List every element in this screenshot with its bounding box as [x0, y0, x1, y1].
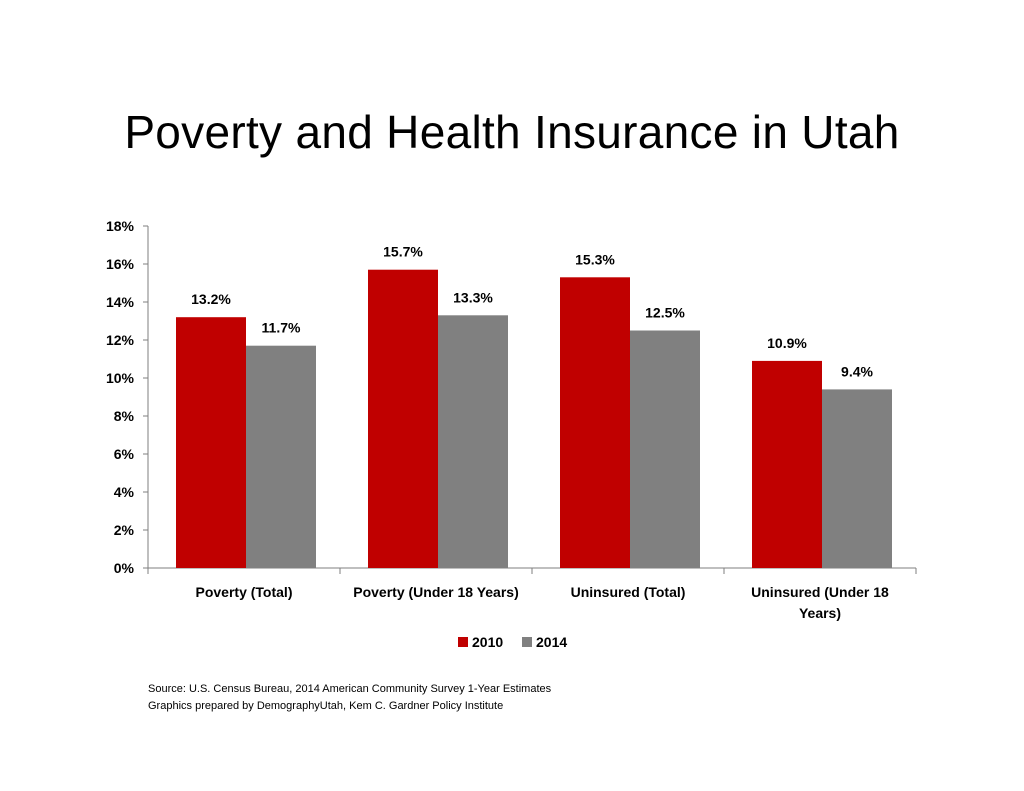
x-category-label: Uninsured (Under 18 Years): [751, 584, 889, 621]
x-category-label-line: Years): [799, 605, 841, 621]
axes: 0% 2% 4% 6% 8% 10% 12% 14% 16% 18%: [106, 218, 917, 576]
legend-swatch-2010: [458, 637, 468, 647]
data-label: 13.3%: [453, 289, 493, 305]
x-category-label-line: Uninsured (Total): [571, 584, 686, 600]
data-label: 10.9%: [767, 335, 807, 351]
y-tick-label: 6%: [114, 446, 135, 462]
x-category-label-line: Poverty (Total): [196, 584, 293, 600]
y-tick-label: 16%: [106, 256, 135, 272]
data-label: 12.5%: [645, 305, 685, 321]
data-label: 15.7%: [383, 244, 423, 260]
legend: 2010 2014: [458, 634, 567, 650]
y-tick-label: 18%: [106, 218, 135, 234]
y-tick-label: 0%: [114, 560, 135, 576]
bar-2010: [176, 317, 246, 568]
legend-swatch-2014: [522, 637, 532, 647]
y-tick-label: 10%: [106, 370, 135, 386]
y-tick-label: 12%: [106, 332, 135, 348]
credit-line: Graphics prepared by DemographyUtah, Kem…: [148, 700, 504, 712]
bar-2010: [368, 269, 438, 568]
labels: Poverty (Total) Poverty (Under 18 Years) U…: [191, 244, 889, 621]
data-label: 13.2%: [191, 291, 231, 307]
bar-2014: [822, 389, 892, 568]
y-tick-label: 4%: [114, 484, 135, 500]
bar-2014: [246, 345, 316, 568]
data-label: 11.7%: [262, 320, 301, 336]
source-note: Source: U.S. Census Bureau, 2014 America…: [148, 681, 551, 715]
x-category-label-line: Uninsured (Under 18: [751, 584, 889, 600]
data-label: 9.4%: [841, 363, 873, 379]
x-category-label: Poverty (Total): [196, 584, 293, 600]
bars: [176, 269, 892, 568]
bar-2010: [560, 277, 630, 568]
bar-2014: [438, 315, 508, 568]
legend-label: 2014: [536, 634, 567, 650]
data-label: 15.3%: [575, 251, 615, 267]
legend-label: 2010: [472, 634, 503, 650]
chart-title: Poverty and Health Insurance in Utah: [124, 106, 900, 158]
source-line: Source: U.S. Census Bureau, 2014 America…: [148, 683, 552, 695]
y-tick-label: 14%: [106, 294, 135, 310]
y-tick-label: 2%: [114, 522, 135, 538]
bar-2010: [752, 360, 822, 568]
y-tick-label: 8%: [114, 408, 135, 424]
x-category-label-line: Poverty (Under 18 Years): [353, 584, 519, 600]
x-category-label: Poverty (Under 18 Years): [353, 584, 519, 600]
x-category-label: Uninsured (Total): [571, 584, 686, 600]
bar-2014: [630, 330, 700, 568]
